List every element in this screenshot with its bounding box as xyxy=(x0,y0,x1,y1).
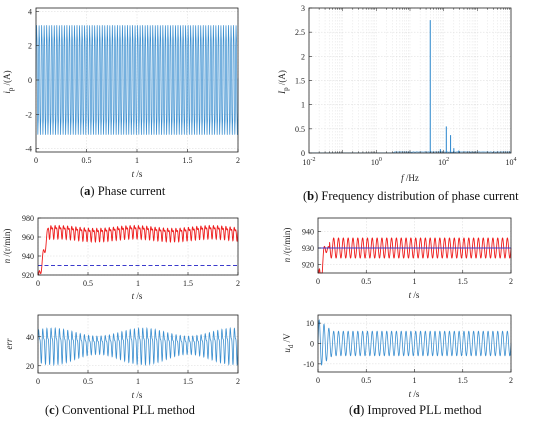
series-speed xyxy=(318,237,512,274)
y-tick-label: 1 xyxy=(301,101,305,110)
x-tick-label: 0.5 xyxy=(83,377,93,386)
y-axis-label: ip /(A) xyxy=(2,70,15,93)
y-tick-label: -4 xyxy=(25,145,32,154)
y-axis-label: ud /V xyxy=(282,333,295,353)
x-axis-label: t /s xyxy=(409,389,420,399)
y-tick-label: -10 xyxy=(303,360,314,369)
x-axis-label: t /s xyxy=(132,390,143,400)
y-tick-label: 920 xyxy=(302,261,314,270)
speed-line xyxy=(38,224,239,276)
caption-b: (b) Frequency distribution of phase curr… xyxy=(303,189,519,203)
chart-conventional-error: 40 200 0.5 1 1.5 2 err t /s xyxy=(4,314,240,400)
x-tick-label: 0 xyxy=(316,277,320,286)
y-axis-label: Ip /(A) xyxy=(277,70,290,95)
x-tick-label: 0 xyxy=(36,279,40,288)
x-tick-label: 1 xyxy=(136,279,140,288)
y-tick-label: 0 xyxy=(28,76,32,85)
x-tick-label: 0 xyxy=(316,376,320,385)
y-tick-label: 1.5 xyxy=(295,77,305,86)
chart-frequency-distribution: 3 2.5 2 1.5 1 0.5 010-2 100 102 104 Ip /(A) f /Hz xyxy=(277,4,517,183)
y-axis-label: n /(r/min) xyxy=(2,229,12,264)
y-tick-label: 940 xyxy=(302,227,314,236)
chart-improved-ud: 100-100 0.5 1 1.5 2 ud /V t /s xyxy=(282,314,513,399)
x-tick-label: 102 xyxy=(438,157,449,167)
series-error xyxy=(37,326,239,367)
x-tick-label: 1 xyxy=(135,156,139,165)
x-tick-label: 2 xyxy=(236,156,240,165)
x-tick-label: 1 xyxy=(413,277,417,286)
y-tick-label: 0 xyxy=(310,340,314,349)
caption-a: (a) Phase current xyxy=(80,184,166,198)
x-tick-label: 1 xyxy=(136,377,140,386)
y-axis-label: err xyxy=(4,338,14,349)
y-tick-label: 980 xyxy=(22,214,34,223)
y-tick-label: 10 xyxy=(306,319,314,328)
x-tick-label: 2 xyxy=(236,377,240,386)
ud-line xyxy=(317,319,512,366)
chart-phase-current: 420-2-40 0.5 1 1.5 2 ip /(A) t /s xyxy=(2,7,240,179)
x-tick-label: 1 xyxy=(413,376,417,385)
x-tick-label: 2 xyxy=(509,376,513,385)
y-tick-label: 920 xyxy=(22,271,34,280)
y-axis-label: n /(r/min) xyxy=(282,228,292,263)
grid xyxy=(308,7,511,154)
y-tick-label: 40 xyxy=(26,333,34,342)
series-phase-current xyxy=(35,25,239,135)
x-tick-label: 10-2 xyxy=(303,157,316,167)
y-tick-label: 4 xyxy=(28,7,32,16)
x-axis-label: t /s xyxy=(132,169,143,179)
y-tick-label: 2.5 xyxy=(295,28,305,37)
x-tick-label: 2 xyxy=(509,277,513,286)
y-tick-label: 0 xyxy=(301,149,305,158)
y-tick-label: 0.5 xyxy=(295,125,305,134)
series-speed xyxy=(38,224,239,276)
y-tick-label: 940 xyxy=(22,252,34,261)
error-line xyxy=(37,326,239,367)
x-tick-label: 1.5 xyxy=(458,277,468,286)
y-tick-label: 3 xyxy=(301,4,305,13)
x-tick-label: 0.5 xyxy=(361,277,371,286)
x-axis-label: t /s xyxy=(132,291,143,301)
x-tick-label: 1.5 xyxy=(183,279,193,288)
x-tick-label: 0 xyxy=(36,377,40,386)
y-tick-label: -2 xyxy=(25,110,32,119)
x-tick-label: 104 xyxy=(506,157,517,167)
x-tick-label: 1.5 xyxy=(458,376,468,385)
y-tick-label: 2 xyxy=(301,52,305,61)
x-tick-label: 1.5 xyxy=(183,156,193,165)
y-tick-label: 960 xyxy=(22,233,34,242)
y-tick-label: 930 xyxy=(302,244,314,253)
phase-current-line xyxy=(35,25,239,135)
caption-c: (c) Conventional PLL method xyxy=(45,403,195,417)
y-tick-label: 20 xyxy=(26,362,34,371)
x-tick-label: 0.5 xyxy=(83,279,93,288)
y-tick-label: 2 xyxy=(28,42,32,51)
caption-d: (d) Improved PLL method xyxy=(349,403,482,417)
x-tick-label: 2 xyxy=(236,279,240,288)
x-tick-label: 0.5 xyxy=(361,376,371,385)
x-axis-label: t /s xyxy=(409,290,420,300)
x-tick-label: 0.5 xyxy=(82,156,92,165)
x-tick-label: 1.5 xyxy=(183,377,193,386)
x-axis-label: f /Hz xyxy=(401,173,419,183)
x-tick-label: 100 xyxy=(371,157,382,167)
x-tick-label: 0 xyxy=(34,156,38,165)
series-ud xyxy=(317,319,512,366)
